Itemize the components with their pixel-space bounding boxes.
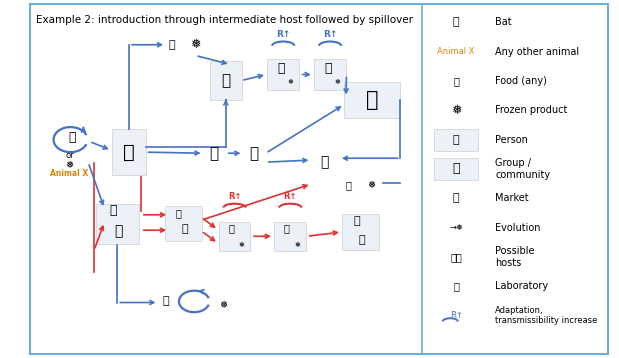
FancyBboxPatch shape xyxy=(314,59,346,90)
Text: 🥣: 🥣 xyxy=(168,40,175,50)
Text: 🦇: 🦇 xyxy=(69,131,76,144)
Text: Frozen product: Frozen product xyxy=(495,105,568,115)
Text: 🐈: 🐈 xyxy=(176,208,182,218)
Text: 🐀: 🐀 xyxy=(228,223,234,233)
Text: Example 2: introduction through intermediate host followed by spillover: Example 2: introduction through intermed… xyxy=(36,15,413,25)
Text: 🚶: 🚶 xyxy=(453,135,459,145)
Text: 🐈🐀: 🐈🐀 xyxy=(450,252,462,262)
Text: 🏚: 🏚 xyxy=(320,155,329,169)
FancyBboxPatch shape xyxy=(97,204,139,244)
Text: 🚶: 🚶 xyxy=(123,142,135,162)
Text: Laboratory: Laboratory xyxy=(495,281,548,291)
Text: 🚶: 🚶 xyxy=(277,62,285,74)
Text: 🐀: 🐀 xyxy=(284,223,290,233)
Text: Any other animal: Any other animal xyxy=(495,47,579,57)
Text: ❅: ❅ xyxy=(190,38,201,51)
FancyBboxPatch shape xyxy=(219,222,251,251)
Text: 🥣: 🥣 xyxy=(346,180,352,190)
Text: R↑: R↑ xyxy=(323,29,337,39)
FancyBboxPatch shape xyxy=(267,59,299,90)
Text: R↑: R↑ xyxy=(284,192,297,201)
Text: Bat: Bat xyxy=(495,17,512,27)
Text: R↑: R↑ xyxy=(449,311,462,320)
Text: Evolution: Evolution xyxy=(495,223,541,233)
Text: Adaptation,
transmissibility increase: Adaptation, transmissibility increase xyxy=(495,306,598,325)
FancyBboxPatch shape xyxy=(210,61,241,100)
FancyBboxPatch shape xyxy=(165,206,202,242)
Text: 🐈: 🐈 xyxy=(354,216,360,226)
FancyBboxPatch shape xyxy=(112,129,147,175)
Text: 👥: 👥 xyxy=(366,90,379,110)
Text: Food (any): Food (any) xyxy=(495,76,547,86)
Text: 🥣: 🥣 xyxy=(453,76,459,86)
Text: 👥: 👥 xyxy=(452,163,460,175)
Text: ❅: ❅ xyxy=(219,300,228,310)
Text: or: or xyxy=(65,150,74,160)
Text: ❅: ❅ xyxy=(295,242,300,248)
Text: Animal X: Animal X xyxy=(438,47,475,56)
Text: Group /
community: Group / community xyxy=(495,158,550,180)
Text: Person: Person xyxy=(495,135,528,145)
Text: 🦇: 🦇 xyxy=(453,17,459,27)
Text: ❅: ❅ xyxy=(367,180,375,190)
Text: 🔬: 🔬 xyxy=(163,296,170,306)
Text: 🚶: 🚶 xyxy=(210,146,219,161)
Text: Possible
hosts: Possible hosts xyxy=(495,246,535,268)
FancyBboxPatch shape xyxy=(434,129,478,151)
Text: 🐀: 🐀 xyxy=(181,224,188,234)
Text: 🚶: 🚶 xyxy=(249,146,259,161)
Text: ❅: ❅ xyxy=(334,79,340,85)
Text: R↑: R↑ xyxy=(276,29,290,39)
FancyBboxPatch shape xyxy=(342,214,379,250)
Text: 🐀: 🐀 xyxy=(115,224,123,239)
FancyBboxPatch shape xyxy=(344,82,400,118)
FancyBboxPatch shape xyxy=(30,4,608,354)
Text: ❅: ❅ xyxy=(66,160,74,170)
Text: R↑: R↑ xyxy=(228,192,241,201)
Text: Animal X: Animal X xyxy=(50,169,89,178)
Text: Market: Market xyxy=(495,193,529,203)
Text: ❅: ❅ xyxy=(239,242,245,248)
FancyBboxPatch shape xyxy=(434,158,478,180)
FancyBboxPatch shape xyxy=(274,222,306,251)
Text: ❅: ❅ xyxy=(451,104,461,117)
Text: 🚶: 🚶 xyxy=(221,73,230,88)
Text: 🏚: 🏚 xyxy=(453,193,459,203)
Text: 🔬: 🔬 xyxy=(453,281,459,291)
Text: 🚶: 🚶 xyxy=(324,62,332,74)
Text: →❅: →❅ xyxy=(449,223,463,232)
Text: 🐈: 🐈 xyxy=(109,204,116,217)
Text: ❅: ❅ xyxy=(287,79,293,85)
Text: 🐀: 🐀 xyxy=(358,235,365,245)
